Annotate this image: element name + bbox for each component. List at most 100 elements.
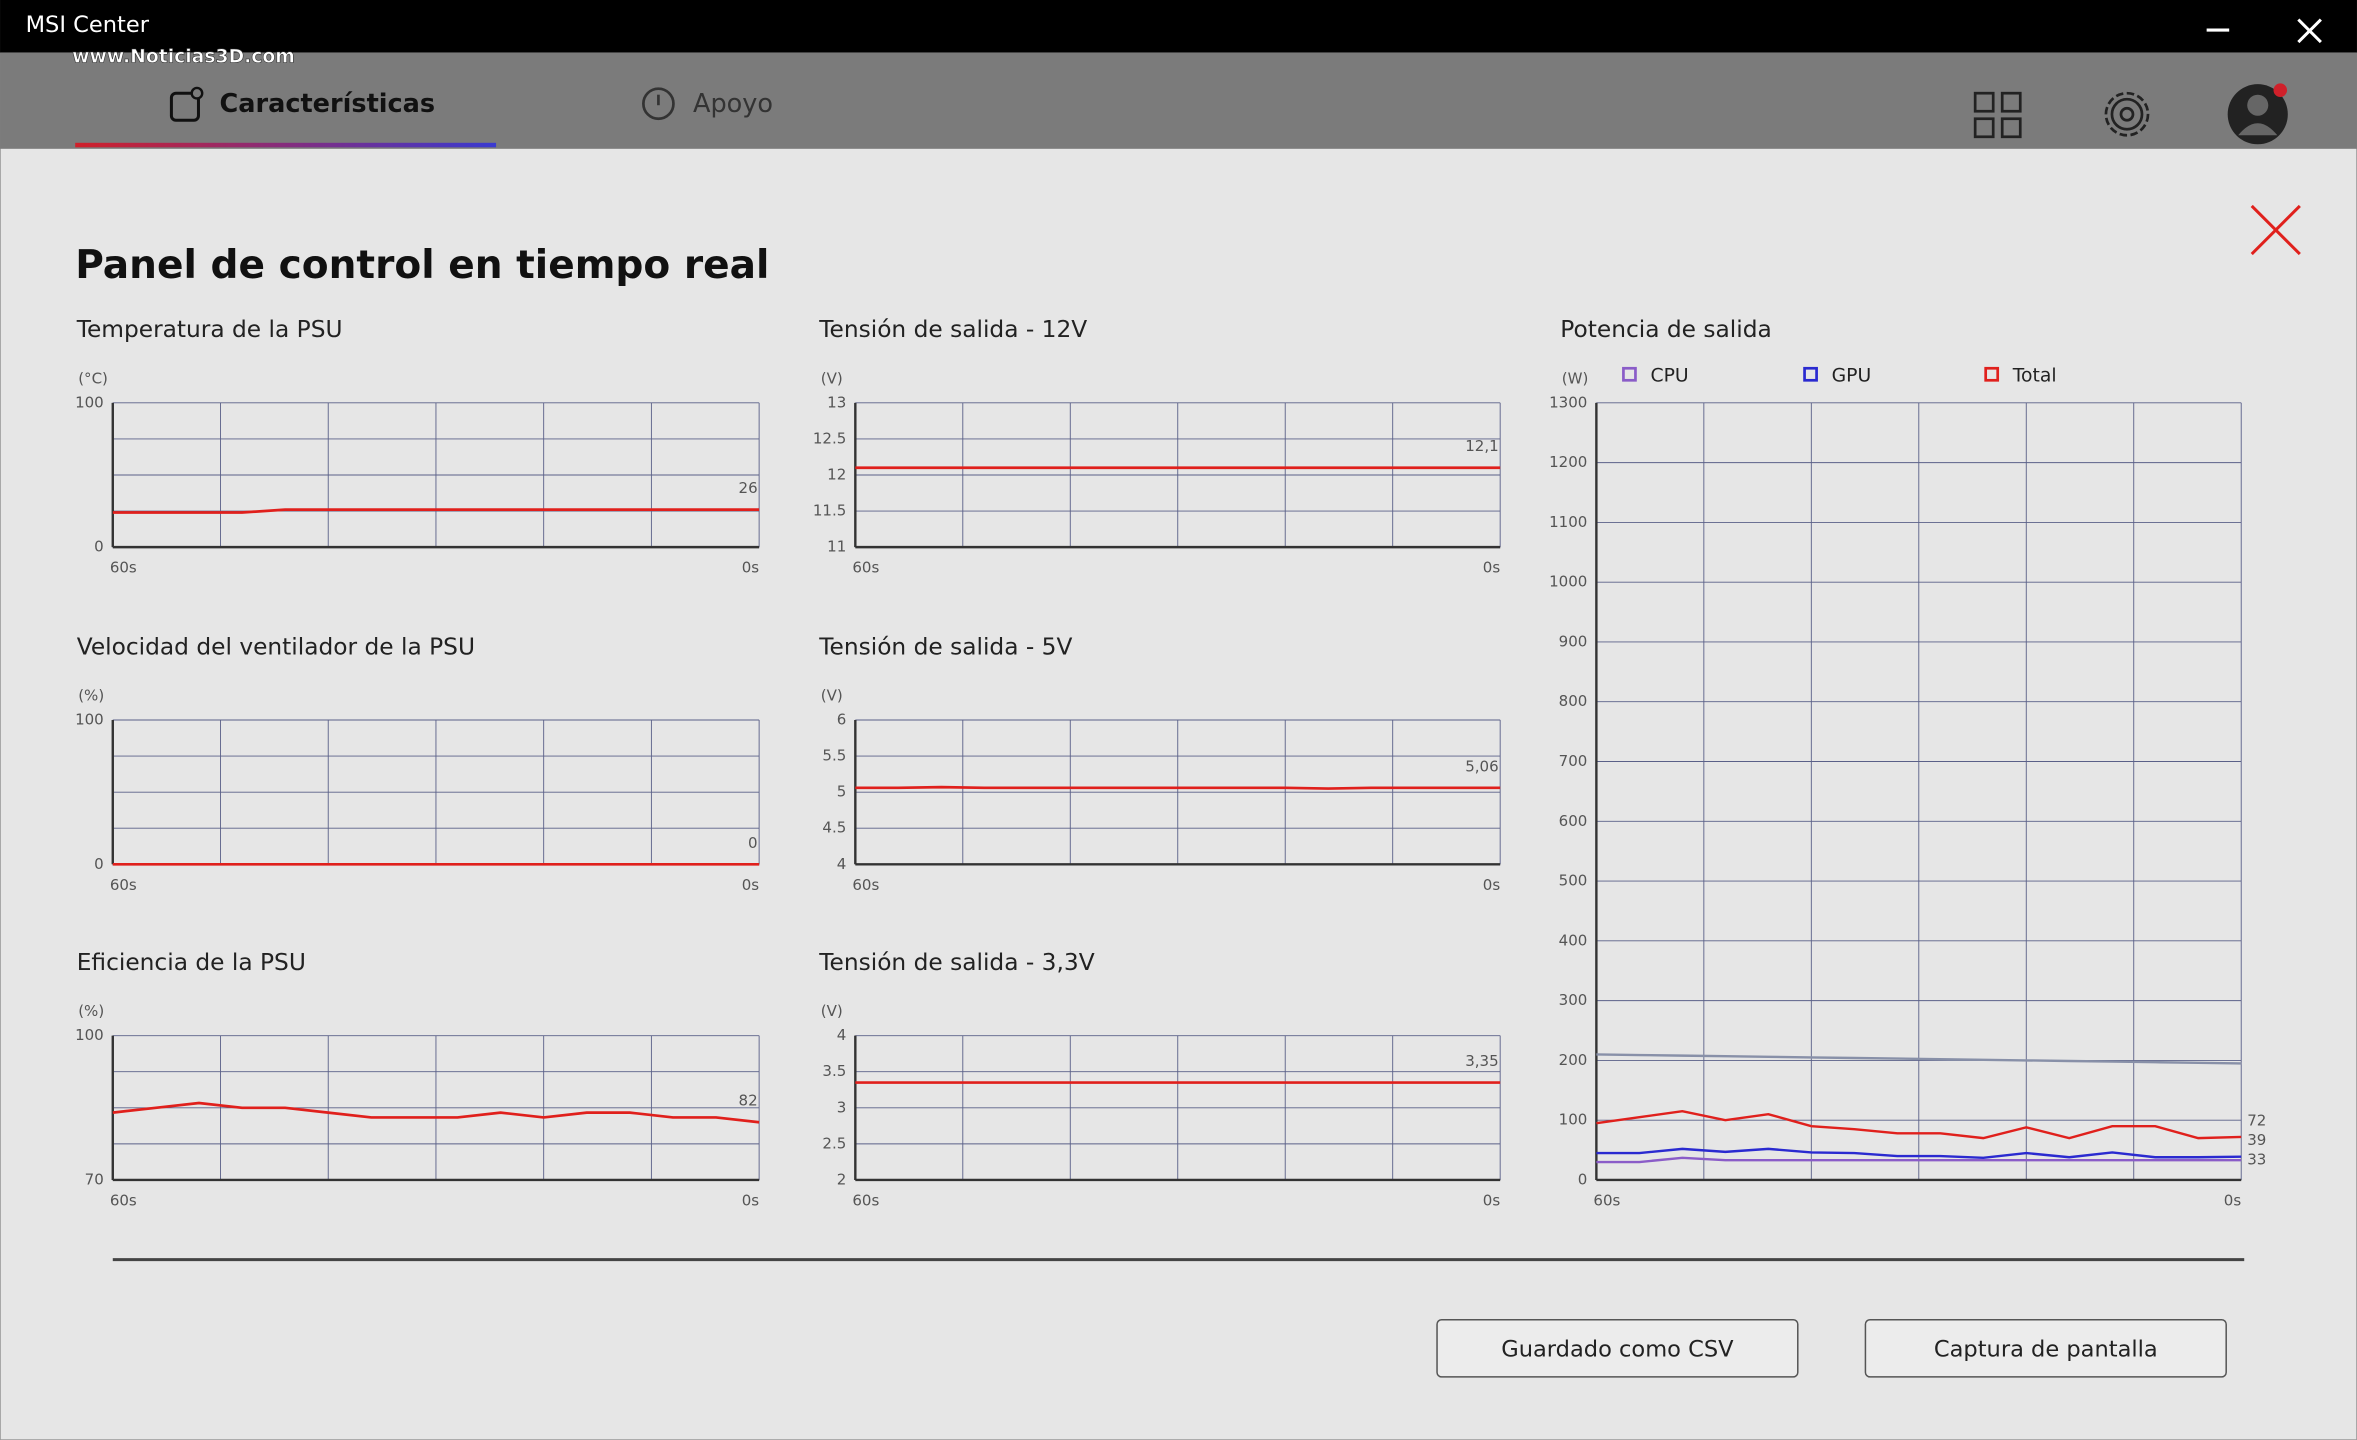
x-tick-label: 60s [110,1192,137,1210]
line-chart: Tensión de salida - 12V (V) 11 11.5 12 12.5 13… [813,316,1501,577]
x-tick-label: 60s [852,876,879,894]
y-tick-label: 0 [1578,1170,1588,1188]
tab[interactable]: Apoyo [642,87,773,121]
chart-title: Tensión de salida - 3,3V [818,949,1094,976]
chart-title: Tensión de salida - 5V [818,633,1072,660]
y-tick-label: 900 [1559,632,1588,650]
y-tick-label: 1000 [1549,573,1587,591]
y-tick-label: 2 [837,1170,847,1188]
line-chart: Eficiencia de la PSU (%) 70 100 60s 0s 82 [75,949,760,1210]
y-tick-label: 4 [837,1026,847,1044]
y-tick-label: 800 [1559,692,1588,710]
csv-button[interactable]: Guardado como CSV [1436,1318,1799,1378]
data-line [855,785,1501,790]
profile-button[interactable] [2227,83,2288,145]
x-tick-label: 60s [110,559,137,577]
y-tick-label: 100 [75,1026,104,1044]
x-tick-label: 0s [742,1192,760,1210]
tab-underline [75,142,497,148]
y-tick-label: 6 [837,711,847,729]
legend-swatch [1622,366,1637,382]
line-chart: Temperatura de la PSU (°C) 0 100 60s 0s 26 [75,316,760,577]
y-tick-label: 13 [827,393,846,411]
unit-label: (%) [78,1002,104,1020]
value-label: 12,1 [1465,437,1498,455]
unit-label: (W) [1562,369,1589,387]
panel-title: Panel de control en tiempo real [75,243,769,288]
title-bar [0,0,2357,53]
window-close-button[interactable] [2297,18,2322,44]
settings-button[interactable] [2104,91,2150,137]
y-tick-label: 400 [1559,931,1588,949]
watermark: www.Noticias3D.com [72,47,295,68]
value-label: 82 [739,1092,758,1110]
value-label: 33 [2247,1151,2266,1169]
tab-icon [642,87,675,121]
chart-title: Tensión de salida - 12V [818,316,1087,343]
tab-label: Características [220,89,436,119]
data-line [1596,1053,2242,1065]
x-tick-label: 0s [742,876,760,894]
line-chart: Potencia de salida (W) 0 100 200 300 400 500 600… [1549,316,2266,1209]
data-line [112,508,760,514]
x-tick-label: 0s [1483,876,1501,894]
y-tick-label: 1100 [1549,513,1587,531]
legend-swatch [1803,366,1818,382]
unit-label: (V) [821,369,843,387]
value-label: 3,35 [1465,1052,1498,1070]
nav-bar [0,52,2357,149]
button-label: Captura de pantalla [1934,1336,2158,1362]
y-tick-label: 100 [75,711,104,729]
x-tick-label: 60s [852,559,879,577]
legend-label: CPU [1650,365,1688,386]
unit-label: (V) [821,1002,843,1020]
y-tick-label: 100 [1559,1111,1588,1129]
x-tick-label: 60s [852,1192,879,1210]
x-tick-label: 0s [1483,559,1501,577]
screenshot-button[interactable]: Captura de pantalla [1864,1318,2227,1378]
close-panel-button[interactable] [2250,204,2301,256]
value-label: 72 [2247,1112,2266,1130]
y-tick-label: 12.5 [813,429,846,447]
line-chart: Tensión de salida - 3,3V (V) 2 2.5 3 3.5 4 60s 0… [818,949,1501,1210]
unit-label: (°C) [78,369,108,387]
y-tick-label: 600 [1559,812,1588,830]
data-line [1596,1109,2242,1140]
y-tick-label: 70 [85,1170,104,1188]
x-tick-label: 0s [742,559,760,577]
tab[interactable]: Características [169,86,436,122]
y-tick-label: 4.5 [822,819,846,837]
chart-title: Potencia de salida [1560,316,1771,343]
legend-label: Total [2012,365,2057,386]
legend-swatch [1984,366,2000,382]
x-tick-label: 60s [1593,1192,1620,1210]
y-tick-label: 5.5 [822,747,846,765]
y-tick-label: 4 [837,855,847,873]
x-tick-label: 60s [110,876,137,894]
y-tick-label: 3.5 [822,1062,846,1080]
value-label: 39 [2247,1131,2266,1149]
data-line [1596,1147,2242,1160]
tab-label: Apoyo [693,89,773,119]
y-tick-label: 700 [1559,752,1588,770]
x-tick-label: 0s [1483,1192,1501,1210]
tab-icon-dot [190,86,204,100]
chart-title: Temperatura de la PSU [76,316,343,343]
data-line [1596,1156,2242,1164]
y-tick-label: 1300 [1549,393,1587,411]
y-tick-label: 5 [837,783,847,801]
apps-button[interactable] [1973,91,2022,139]
button-label: Guardado como CSV [1501,1336,1734,1362]
chart-title: Velocidad del ventilador de la PSU [77,633,475,660]
y-tick-label: 300 [1559,991,1588,1009]
value-label: 26 [739,479,758,497]
y-tick-label: 2.5 [822,1134,846,1152]
y-tick-label: 11.5 [813,502,846,520]
data-line [112,1101,760,1124]
y-tick-label: 12 [827,465,846,483]
tab-icon [169,91,200,122]
y-tick-label: 0 [94,855,104,873]
